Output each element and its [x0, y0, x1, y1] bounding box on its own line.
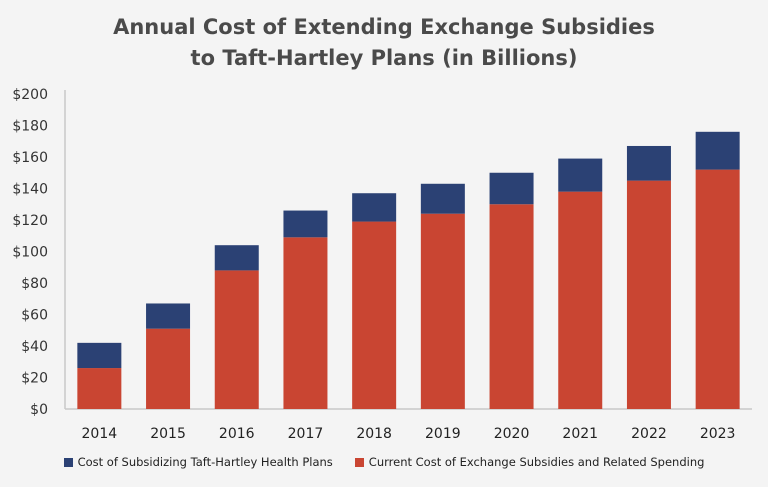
legend-item-taft-hartley: Cost of Subsidizing Taft-Hartley Health …: [63, 455, 333, 469]
chart-title: Annual Cost of Extending Exchange Subsid…: [0, 12, 768, 74]
bar-current-cost-2020: [489, 204, 534, 409]
bar-taft-hartley-2016: [214, 245, 259, 271]
legend-swatch-taft-hartley: [63, 457, 73, 467]
bar-current-cost-2019: [420, 213, 465, 409]
x-tick-label: 2023: [700, 426, 736, 442]
bar-taft-hartley-2019: [420, 183, 465, 214]
x-tick-label: 2016: [219, 426, 255, 442]
bar-taft-hartley-2022: [626, 145, 671, 181]
bar-current-cost-2014: [77, 368, 122, 409]
chart-title-line-1: Annual Cost of Extending Exchange Subsid…: [113, 15, 655, 39]
y-tick-label: $200: [12, 87, 48, 103]
bar-current-cost-2017: [283, 237, 328, 409]
x-tick-label: 2020: [494, 426, 530, 442]
y-tick-label: $0: [30, 402, 48, 418]
y-tick-label: $20: [21, 371, 48, 387]
x-tick-label: 2018: [356, 426, 392, 442]
y-tick-label: $120: [12, 213, 48, 229]
x-tick-label: 2015: [150, 426, 186, 442]
y-tick-label: $160: [12, 150, 48, 166]
y-tick-label: $40: [21, 339, 48, 355]
y-tick-label: $60: [21, 308, 48, 324]
bar-taft-hartley-2017: [283, 210, 328, 238]
x-tick-label: 2014: [82, 426, 118, 442]
bar-current-cost-2016: [214, 270, 259, 409]
bar-taft-hartley-2014: [77, 342, 122, 369]
bar-current-cost-2021: [558, 191, 603, 409]
bar-taft-hartley-2021: [558, 158, 603, 192]
y-tick-label: $140: [12, 182, 48, 198]
bar-current-cost-2022: [626, 180, 671, 409]
legend-item-current-cost: Current Cost of Exchange Subsidies and R…: [354, 455, 705, 469]
bar-current-cost-2018: [352, 221, 397, 409]
y-tick-label: $180: [12, 119, 48, 135]
legend-label-taft-hartley: Cost of Subsidizing Taft-Hartley Health …: [77, 455, 333, 469]
legend-swatch-current-cost: [354, 457, 364, 467]
bar-current-cost-2023: [695, 169, 740, 409]
chart-title-line-2: to Taft-Hartley Plans (in Billions): [190, 46, 578, 70]
bar-taft-hartley-2015: [146, 303, 191, 329]
legend: Cost of Subsidizing Taft-Hartley Health …: [0, 455, 768, 469]
x-tick-label: 2022: [631, 426, 667, 442]
x-tick-label: 2019: [425, 426, 461, 442]
x-tick-label: 2021: [562, 426, 598, 442]
y-tick-label: $80: [21, 276, 48, 292]
y-tick-label: $100: [12, 245, 48, 261]
bar-taft-hartley-2018: [352, 193, 397, 222]
bar-taft-hartley-2023: [695, 131, 740, 170]
legend-label-current-cost: Current Cost of Exchange Subsidies and R…: [368, 455, 705, 469]
x-tick-label: 2017: [288, 426, 324, 442]
bar-current-cost-2015: [146, 328, 191, 409]
bar-taft-hartley-2020: [489, 172, 534, 205]
